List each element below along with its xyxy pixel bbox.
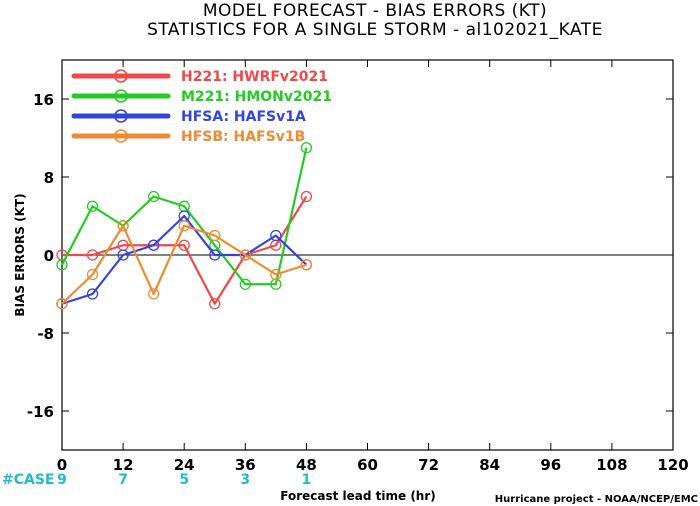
x-tick-label: 0: [57, 456, 67, 474]
x-tick-label: 96: [540, 456, 561, 474]
data-point-m221: [300, 142, 313, 154]
y-tick-label: 8: [44, 169, 54, 187]
data-point-hfsb: [178, 220, 190, 232]
case-counts: 9 7 5 3 1: [57, 472, 311, 488]
data-point-hfsa: [270, 229, 282, 242]
x-axis-ticks: 0 12 24 36 48 60 72 84 96 108 120: [57, 60, 689, 474]
data-point-m221: [147, 190, 160, 203]
x-axis-label: Forecast lead time (hr): [280, 489, 436, 503]
case-count: 1: [302, 472, 312, 488]
y-tick-label: -16: [27, 403, 54, 421]
legend-marker-hfsb: [114, 129, 128, 143]
data-point-hfsa: [209, 249, 221, 261]
y-axis-ticks: 16 8 0 -8 -16: [27, 91, 673, 421]
data-point-h221: [178, 239, 190, 251]
data-point-hfsb: [209, 229, 221, 242]
legend-marker-m221: [114, 89, 128, 103]
x-tick-label: 120: [657, 456, 688, 474]
data-point-m221: [239, 278, 251, 290]
data-point-hfsb: [117, 220, 129, 232]
credit-text: Hurricane project - NOAA/NCEP/EMC: [495, 494, 698, 505]
data-point-hfsb: [56, 298, 68, 310]
case-count: 9: [57, 472, 67, 488]
data-point-hfsa: [117, 249, 129, 261]
chart-subtitle: STATISTICS FOR A SINGLE STORM - al102021…: [147, 20, 603, 40]
data-point-hfsb: [86, 268, 99, 281]
series-line-h221: [62, 195, 308, 305]
x-tick-label: 108: [596, 456, 627, 474]
data-point-hfsa: [147, 239, 160, 251]
data-point-m221: [86, 200, 99, 212]
legend-marker-hfsa: [114, 109, 128, 123]
data-point-hfsb: [239, 249, 251, 261]
legend: H221: HWRFv2021 M221: HMONv2021 HFSA: HAFS…: [71, 69, 332, 145]
data-point-hfsb: [147, 288, 160, 300]
x-tick-label: 12: [113, 456, 134, 474]
case-count: 3: [240, 472, 250, 488]
series-line-hfsb: [61, 224, 307, 305]
case-count: 7: [118, 472, 128, 488]
data-point-hfsb: [300, 259, 313, 271]
data-point-h221: [86, 249, 99, 261]
legend-label-hfsa: HFSA: HAFSv1A: [181, 109, 306, 125]
legend-label-hfsb: HFSB: HAFSv1B: [181, 129, 305, 145]
series-line-m221: [61, 147, 308, 286]
legend-label-m221: M221: HMONv2021: [181, 89, 332, 105]
data-point-h221: [300, 190, 313, 203]
data-point-hfsa: [86, 288, 99, 300]
x-tick-label: 36: [235, 456, 256, 474]
series-layer: [56, 142, 313, 310]
y-axis-label: BIAS ERRORS (KT): [13, 193, 27, 316]
case-label: #CASE: [2, 472, 55, 488]
data-point-hfsb: [270, 268, 282, 281]
case-count: 5: [179, 472, 189, 488]
x-tick-label: 84: [479, 456, 500, 474]
chart-title: MODEL FORECAST - BIAS ERRORS (KT): [203, 1, 547, 21]
x-tick-label: 24: [174, 456, 195, 474]
y-tick-label: 16: [33, 91, 54, 109]
series-line-hfsa: [61, 214, 308, 305]
x-tick-label: 60: [357, 456, 378, 474]
y-tick-label: 0: [44, 247, 54, 265]
legend-label-h221: H221: HWRFv2021: [181, 69, 328, 85]
x-tick-label: 48: [296, 456, 317, 474]
x-tick-label: 72: [418, 456, 439, 474]
data-point-m221: [56, 259, 68, 271]
y-tick-label: -8: [37, 325, 54, 343]
legend-marker-h221: [114, 69, 128, 83]
data-point-h221: [209, 298, 221, 310]
